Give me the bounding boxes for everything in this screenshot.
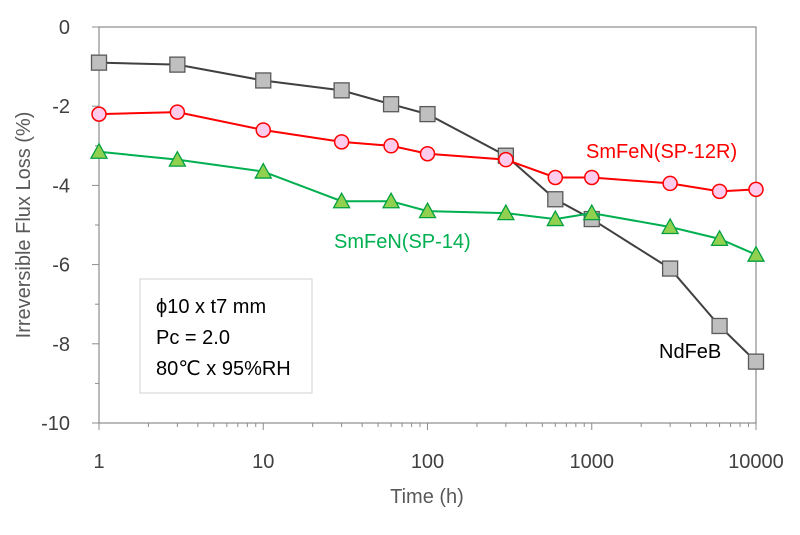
data-point-smfen-sp-14-1 [89,142,109,159]
data-point-smfen-sp-12r-60 [383,138,399,154]
data-point-ndfeb-10000 [747,353,765,370]
y-tick-label-neg2: -2 [52,96,70,118]
data-point-smfen-sp-14-10 [254,162,273,179]
series-line-ndfeb [98,61,757,363]
data-point-ndfeb-60 [382,96,400,113]
data-point-smfen-sp-12r-6000 [711,183,728,200]
x-tick-label-10: 10 [252,451,274,473]
data-point-smfen-sp-12r-10000 [748,181,764,198]
y-tick-label-neg6: -6 [52,255,70,277]
condition-environment: 80℃ x 95%RH [156,358,291,380]
data-point-ndfeb-1 [90,54,108,71]
data-point-ndfeb-3000 [661,260,679,277]
condition-pc: Pc = 2.0 [156,327,230,349]
data-point-smfen-sp-12r-100 [419,145,436,162]
data-point-ndfeb-100 [419,105,436,123]
x-tick-label-1000: 1000 [570,451,615,473]
data-point-smfen-sp-12r-3000 [662,175,678,192]
data-point-smfen-sp-12r-300 [498,151,514,168]
data-point-smfen-sp-14-3000 [661,217,680,235]
y-tick-label-neg4: -4 [52,175,70,197]
data-point-smfen-sp-14-6000 [710,229,729,247]
data-point-smfen-sp-12r-600 [547,169,564,186]
data-point-ndfeb-600 [547,191,564,208]
data-point-smfen-sp-14-60 [381,191,401,209]
data-point-smfen-sp-14-30 [332,191,351,209]
conditions-box-frame [139,278,313,394]
series-label-smfen-sp12r: SmFeN(SP-12R) [586,141,737,163]
series-label-smfen-sp14: SmFeN(SP-14) [334,231,471,253]
data-point-ndfeb-10 [255,72,272,89]
y-tick-label-0: 0 [59,17,70,39]
x-tick-label-10000: 10000 [728,451,784,473]
y-axis-title: Irreversible Flux Loss (%) [13,112,35,339]
data-point-smfen-sp-12r-1 [91,106,107,122]
data-point-ndfeb-3 [169,56,186,73]
series-smfen-sp-14 [89,142,766,262]
data-point-smfen-sp-12r-1000 [584,169,600,186]
data-point-smfen-sp-14-10000 [746,245,766,262]
series-line-smfen-sp-12r [98,111,757,193]
data-point-smfen-sp-14-300 [496,203,515,221]
condition-dimensions: ϕ10 x t7 mm [156,296,266,318]
series-label-ndfeb: NdFeB [659,341,721,363]
data-point-ndfeb-6000 [711,317,728,335]
data-point-smfen-sp-12r-3 [169,104,186,120]
data-point-smfen-sp-14-600 [546,209,565,227]
x-axis-title: Time (h) [390,486,464,508]
data-point-smfen-sp-12r-10 [255,122,271,138]
x-tick-label-1: 1 [93,451,104,473]
data-point-smfen-sp-14-3 [168,150,187,167]
series-smfen-sp-12r [91,104,764,200]
data-point-smfen-sp-12r-30 [333,134,350,150]
data-point-smfen-sp-14-100 [418,201,437,219]
series-line-smfen-sp-14 [98,150,757,256]
conditions-box: ϕ10 x t7 mm Pc = 2.0 80℃ x 95%RH [139,278,313,394]
data-point-ndfeb-30 [333,82,350,99]
y-tick-label-neg8: -8 [52,334,70,356]
x-tick-label-100: 100 [411,451,444,473]
y-tick-label-neg10: -10 [41,413,70,435]
data-point-smfen-sp-14-1000 [582,203,601,221]
